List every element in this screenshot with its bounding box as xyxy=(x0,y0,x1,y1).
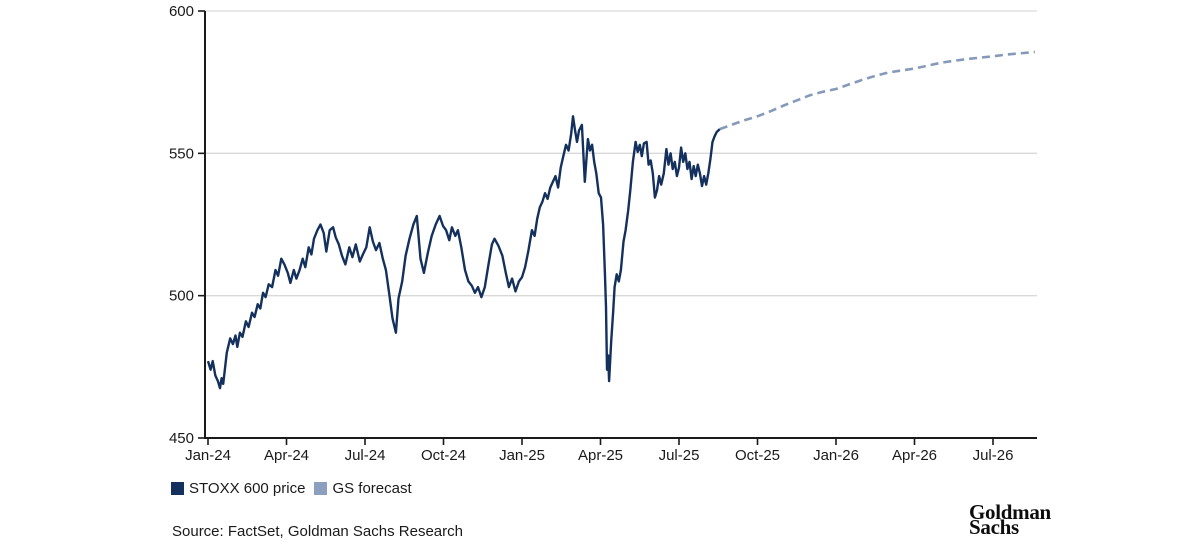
legend-item-gs-forecast: GS forecast xyxy=(314,480,412,497)
svg-text:Jul-24: Jul-24 xyxy=(345,447,386,464)
goldman-sachs-logo: Goldman Sachs xyxy=(969,500,1051,539)
legend-label-gs-forecast: GS forecast xyxy=(332,480,412,497)
svg-text:Jul-25: Jul-25 xyxy=(659,447,700,464)
svg-text:Apr-25: Apr-25 xyxy=(578,447,623,464)
source-attribution: Source: FactSet, Goldman Sachs Research xyxy=(172,523,463,540)
legend-label-stoxx600: STOXX 600 price xyxy=(189,480,306,497)
svg-text:Jan-26: Jan-26 xyxy=(813,447,859,464)
logo-line-2: Sachs xyxy=(969,515,1019,539)
svg-text:Oct-25: Oct-25 xyxy=(735,447,780,464)
logo-line-1: Goldman xyxy=(969,500,1051,524)
svg-text:500: 500 xyxy=(169,288,194,305)
series-forecast xyxy=(719,50,1036,131)
chart-legend: STOXX 600 price GS forecast xyxy=(171,480,421,497)
legend-item-stoxx600: STOXX 600 price xyxy=(171,480,305,497)
svg-text:450: 450 xyxy=(169,430,194,447)
series-price xyxy=(206,115,721,390)
svg-text:Jan-24: Jan-24 xyxy=(185,447,231,464)
svg-text:550: 550 xyxy=(169,145,194,162)
stoxx600-line-chart: 450 500 550 600 Jan-24 Apr-24 Jul-24 Oct-24 Jan-… xyxy=(169,3,1037,464)
legend-swatch-stoxx600 xyxy=(171,482,184,495)
svg-text:Jul-26: Jul-26 xyxy=(973,447,1014,464)
svg-text:Jan-25: Jan-25 xyxy=(499,447,545,464)
svg-text:Apr-26: Apr-26 xyxy=(892,447,937,464)
svg-text:600: 600 xyxy=(169,3,194,20)
legend-swatch-gs-forecast xyxy=(314,482,328,495)
svg-text:Apr-24: Apr-24 xyxy=(264,447,309,464)
svg-text:Oct-24: Oct-24 xyxy=(421,447,466,464)
